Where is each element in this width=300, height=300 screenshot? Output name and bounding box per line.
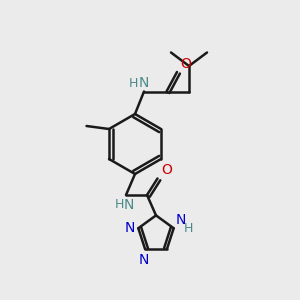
Text: N: N: [138, 76, 148, 90]
Text: N: N: [175, 213, 186, 227]
Text: H: H: [115, 198, 124, 211]
Text: N: N: [124, 198, 134, 212]
Text: H: H: [129, 77, 139, 90]
Text: N: N: [138, 253, 149, 267]
Text: N: N: [124, 221, 135, 235]
Text: O: O: [161, 163, 172, 177]
Text: H: H: [183, 222, 193, 235]
Text: O: O: [181, 56, 191, 70]
